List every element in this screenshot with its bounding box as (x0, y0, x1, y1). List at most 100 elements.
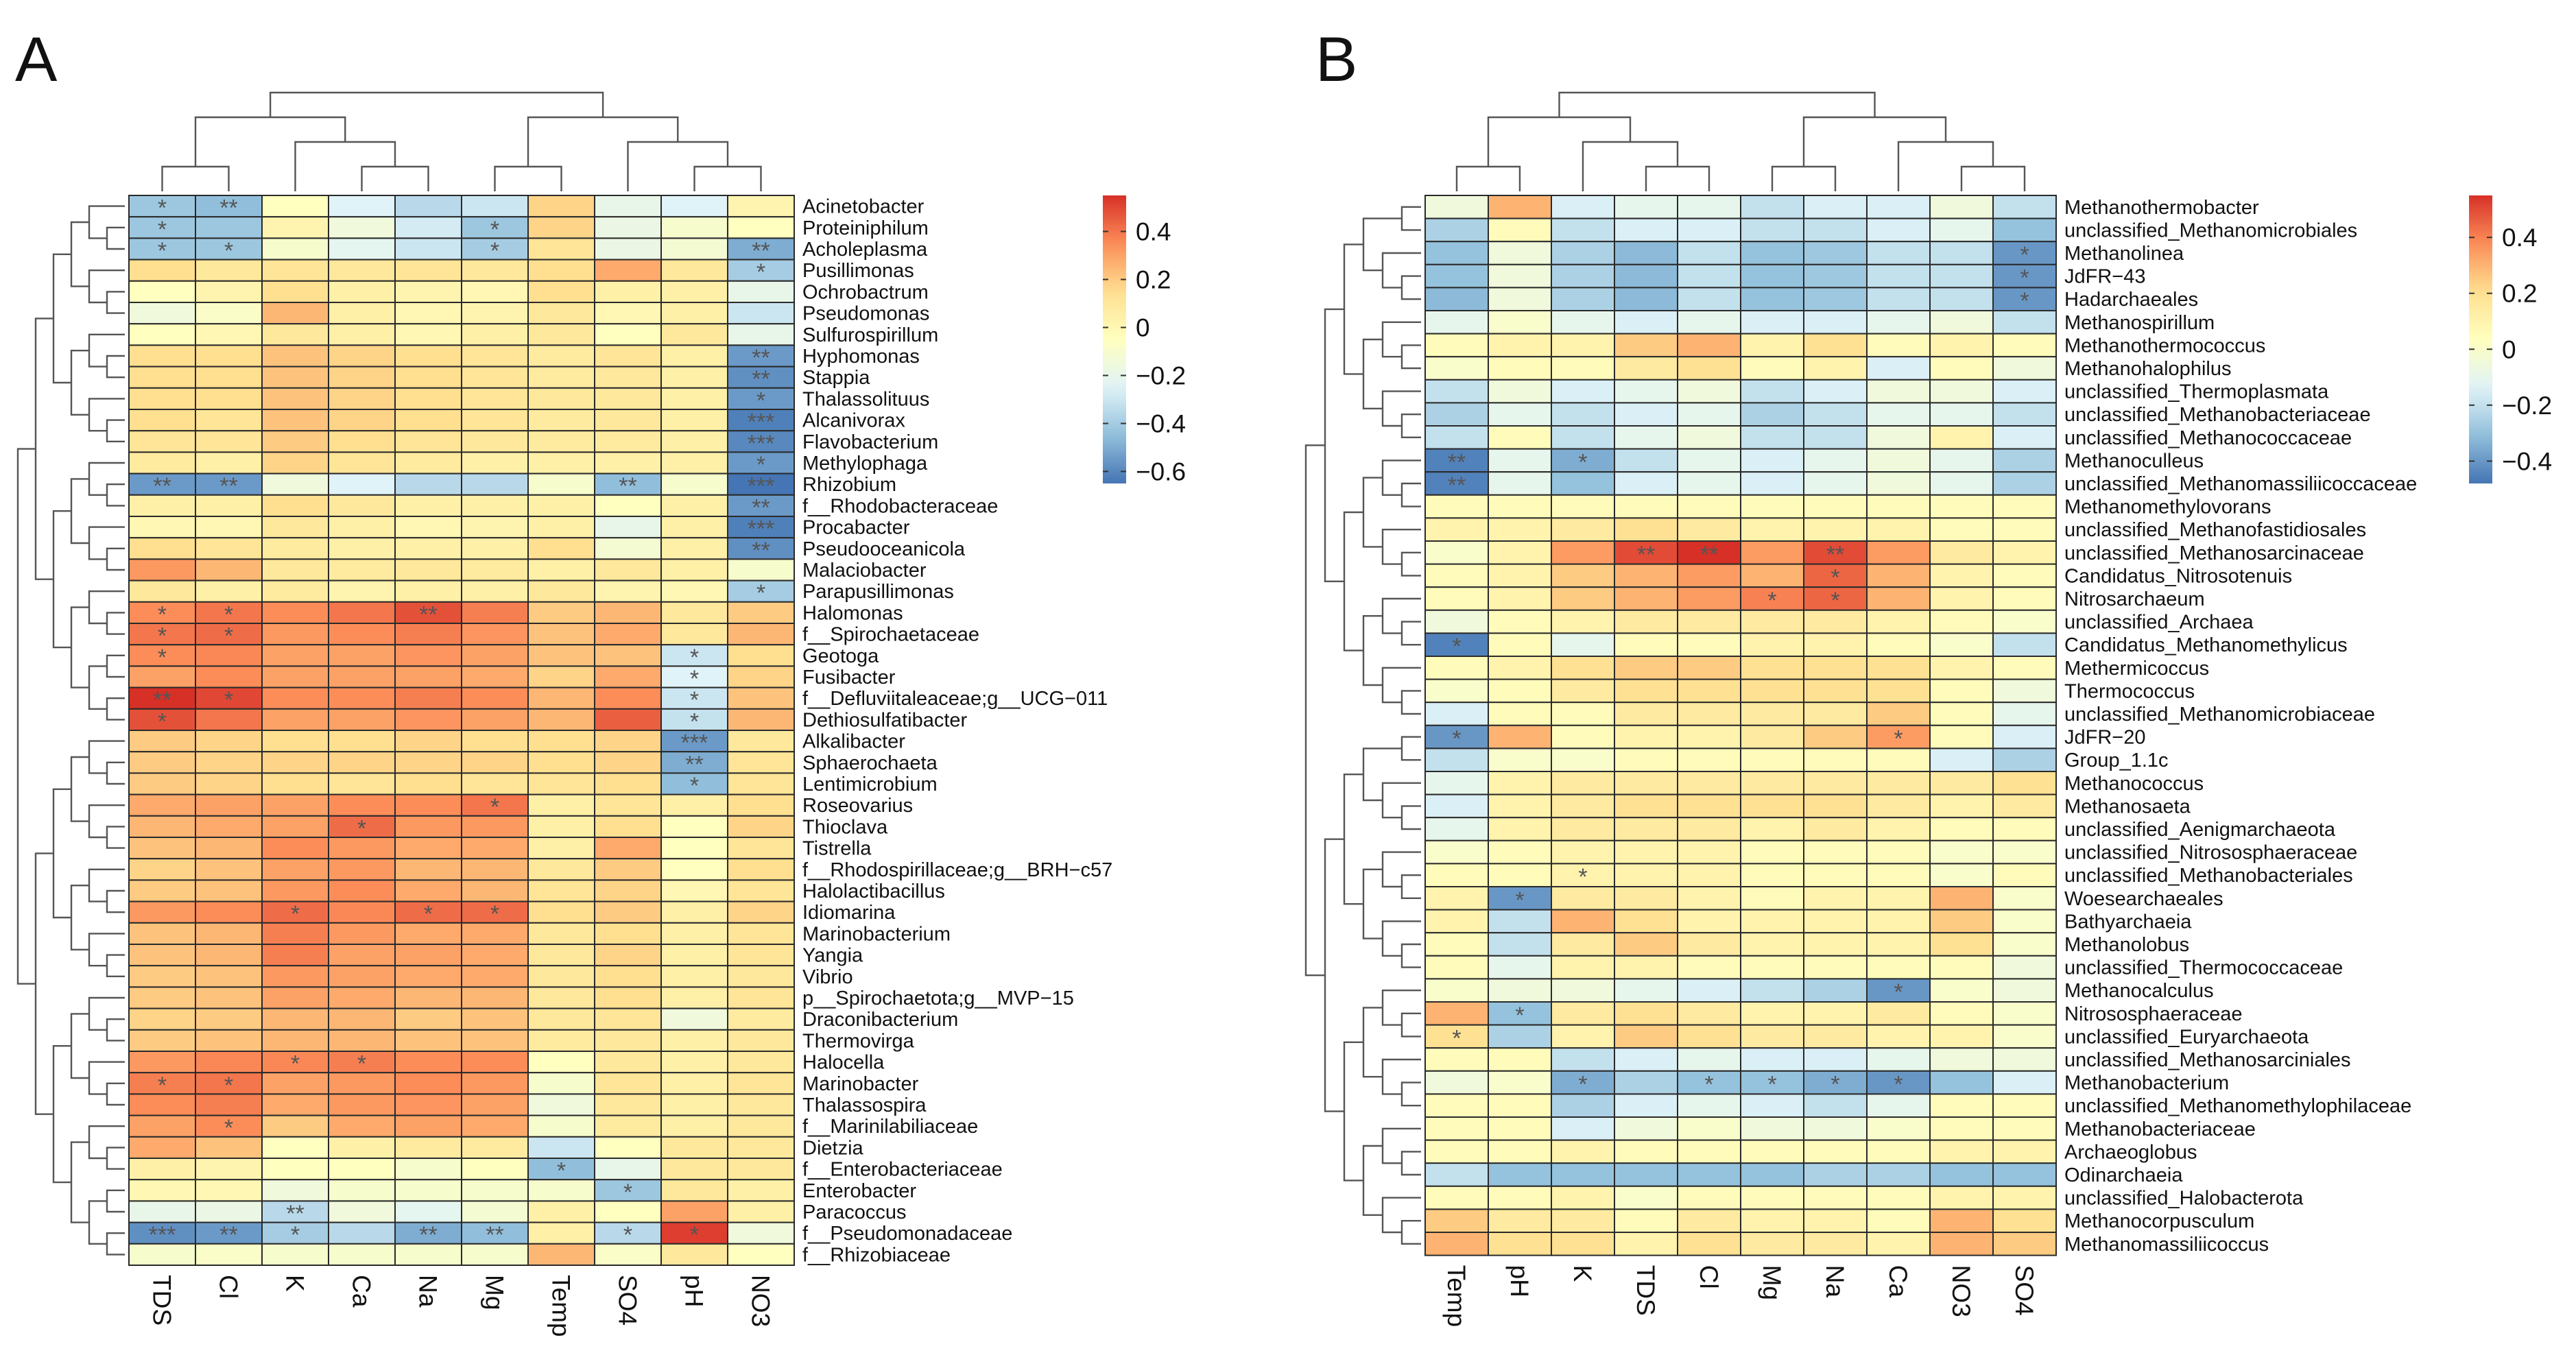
heatmap-cell (594, 494, 662, 517)
heatmap-cell (594, 344, 662, 368)
heatmap-cell (328, 430, 396, 453)
heatmap-cell (1614, 241, 1678, 265)
heatmap-cell (1614, 747, 1678, 773)
heatmap-cell (128, 1243, 196, 1267)
heatmap-cell (195, 665, 263, 689)
heatmap-cell (1803, 863, 1868, 888)
heatmap-cell (261, 837, 329, 860)
heatmap-cell (195, 900, 263, 924)
legend-tick-label: −0.6 (1136, 458, 1186, 486)
heatmap-cell (394, 751, 462, 774)
heatmap-cell (594, 1093, 662, 1116)
heatmap-cell (461, 323, 529, 346)
heatmap-cell (1424, 1162, 1489, 1187)
row-label-jdfr-20: JdFR−20 (2064, 727, 2145, 749)
heatmap-cell (1614, 771, 1678, 795)
row-dendrogram-branch (1400, 551, 1421, 577)
heatmap-cell (1929, 1001, 1994, 1026)
heatmap-cell (261, 409, 329, 432)
heatmap-cell (394, 772, 462, 795)
heatmap-cell (128, 344, 196, 368)
heatmap-cell (660, 1093, 728, 1116)
heatmap-cell (128, 730, 196, 753)
row-label-unclassified-methanosarciniales: unclassified_Methanosarciniales (2064, 1049, 2351, 1071)
heatmap-cell (1677, 1232, 1741, 1256)
heatmap-cell (328, 259, 396, 282)
heatmap-cell (1740, 702, 1804, 726)
panel-a-label: A (15, 25, 58, 95)
heatmap-cell (1992, 379, 2057, 404)
heatmap-cell (727, 323, 795, 346)
row-label-f-rhizobiaceae: f__Rhizobiaceae (802, 1244, 951, 1266)
heatmap-cell (727, 1114, 795, 1138)
heatmap-cell (1929, 656, 1994, 680)
heatmap-cell (1803, 310, 1868, 335)
heatmap-cell (394, 494, 462, 517)
heatmap-cell (1614, 1093, 1678, 1118)
col-label-mg: Mg (481, 1275, 509, 1310)
heatmap-cell (261, 730, 329, 753)
heatmap-cell (1866, 1185, 1931, 1210)
significance-marker: * (1830, 588, 1839, 614)
heatmap-cell (1929, 932, 1994, 957)
heatmap-cell (1677, 932, 1741, 957)
heatmap-cell (1929, 817, 1994, 841)
heatmap-cell (261, 366, 329, 389)
heatmap-cell (1614, 494, 1678, 519)
row-dendrogram-branch (70, 1013, 89, 1079)
col-label-no3: NO3 (747, 1275, 775, 1327)
heatmap-cell (1677, 793, 1741, 819)
heatmap-cell (1614, 1116, 1678, 1141)
heatmap-cell (461, 195, 529, 218)
heatmap-cell (1866, 656, 1931, 680)
heatmap-cell (261, 1158, 329, 1181)
heatmap-cell (261, 858, 329, 881)
heatmap-cell (1740, 448, 1804, 473)
heatmap-cell (727, 708, 795, 732)
row-label-unclassified-methanofastidiosales: unclassified_Methanofastidiosales (2064, 519, 2366, 541)
heatmap-cell (128, 965, 196, 988)
heatmap-cell (1929, 886, 1994, 911)
heatmap-cell (1614, 425, 1678, 450)
heatmap-cell (328, 944, 396, 967)
heatmap-cell (1866, 817, 1931, 841)
col-label-temp: Temp (547, 1275, 575, 1337)
heatmap-cell (660, 623, 728, 646)
significance-marker: * (291, 901, 300, 927)
heatmap-cell (328, 451, 396, 475)
heatmap-cell (1992, 656, 2057, 680)
heatmap-cell (261, 644, 329, 667)
heatmap-cell (1677, 310, 1741, 335)
heatmap-cell (1992, 771, 2057, 795)
panel-b-label: B (1315, 25, 1357, 95)
row-dendrogram-branch (106, 761, 125, 785)
heatmap-cell (527, 772, 595, 795)
heatmap-cell (1929, 448, 1994, 473)
heatmap-cell (394, 344, 462, 368)
heatmap-cell (727, 751, 795, 774)
heatmap-cell (328, 579, 396, 603)
heatmap-cell (461, 1072, 529, 1095)
significance-marker: ** (1637, 542, 1655, 568)
heatmap-cell (1866, 863, 1931, 888)
heatmap-cell (328, 280, 396, 303)
heatmap-cell (660, 730, 728, 753)
row-dendrogram-branch (1400, 874, 1421, 899)
heatmap-cell (195, 1158, 263, 1181)
heatmap-cell (594, 601, 662, 624)
heatmap-cell (1551, 747, 1615, 773)
heatmap-cell (1740, 656, 1804, 680)
heatmap-cell (261, 237, 329, 261)
legend-tick-label: −0.2 (1136, 362, 1186, 390)
heatmap-cell (527, 1243, 595, 1267)
col-label-cl: Cl (215, 1275, 243, 1299)
heatmap-cell (328, 708, 396, 732)
heatmap-cell (1424, 517, 1489, 542)
heatmap-cell (594, 1179, 662, 1202)
heatmap-cell (1929, 333, 1994, 358)
heatmap-cell (660, 1029, 728, 1053)
row-label-dietzia: Dietzia (802, 1137, 864, 1159)
heatmap-cell (527, 900, 595, 924)
heatmap-cell (195, 409, 263, 432)
heatmap-cell (128, 986, 196, 1009)
